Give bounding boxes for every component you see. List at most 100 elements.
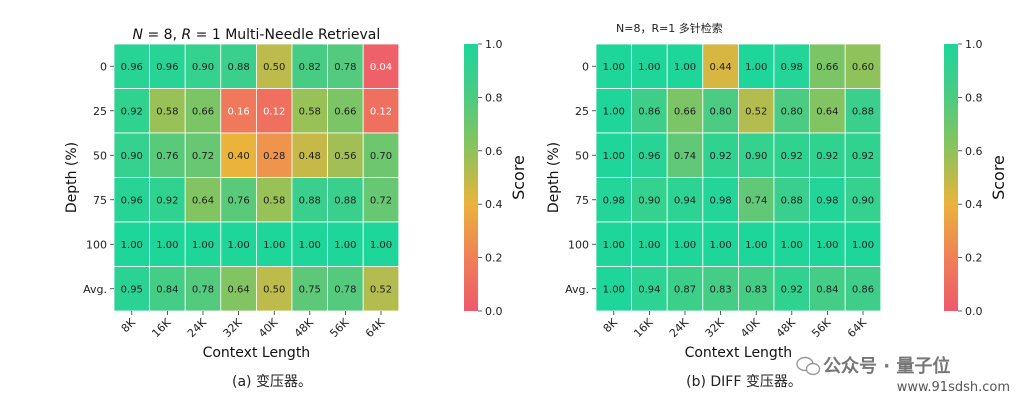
chart-title: N=8，R=1 多针检索: [616, 21, 723, 35]
cell-value-label: 0.16: [227, 106, 249, 117]
title-part: N: [133, 27, 144, 43]
cell-value-label: 0.12: [370, 106, 392, 117]
heatmap-cell: [809, 43, 846, 89]
cell-value-label: 0.95: [121, 284, 143, 295]
colorbar: [464, 44, 478, 311]
cell-value-label: 0.83: [745, 284, 767, 295]
cell-value-label: 0.74: [674, 151, 696, 162]
cell-value-label: 0.44: [709, 62, 731, 73]
cell-value-label: 0.98: [816, 195, 838, 206]
heatmap-cell: [738, 88, 775, 134]
cell-value-label: 0.66: [674, 106, 696, 117]
heatmap-cell: [184, 132, 222, 178]
cell-value-label: 0.72: [370, 195, 392, 206]
cell-value-label: 0.88: [227, 62, 249, 73]
colorbar-tick-label: 1.0: [485, 38, 503, 51]
x-tick-label: 64K: [363, 315, 388, 340]
cell-value-label: 0.66: [816, 62, 838, 73]
heatmap-cell: [844, 266, 882, 312]
heatmap-cell: [220, 221, 257, 267]
cell-value-label: 0.80: [781, 106, 803, 117]
cell-value-label: 0.92: [709, 151, 731, 162]
x-tick-label: 56K: [327, 315, 352, 340]
cell-value-label: 0.87: [674, 284, 696, 295]
cell-value-label: 1.00: [638, 240, 660, 251]
cell-value-label: 0.76: [156, 151, 178, 162]
wechat-icon: [796, 356, 821, 376]
y-tick-label: 100: [86, 238, 107, 251]
colorbar-tick-label: 0.8: [965, 91, 983, 104]
wechat-icon-bubble: [805, 362, 821, 376]
y-tick-label: 100: [568, 238, 589, 251]
heatmap-cell: [631, 177, 668, 223]
x-tick-label: 48K: [292, 315, 317, 340]
y-tick-label: 75: [575, 194, 589, 207]
colorbar-label: Score: [509, 155, 528, 200]
heatmap-cell: [773, 266, 810, 312]
cell-value-label: 0.88: [299, 195, 321, 206]
cell-value-label: 0.84: [816, 284, 838, 295]
y-tick-label: 0: [100, 60, 107, 73]
cell-value-label: 0.40: [227, 151, 249, 162]
watermark: 公众号 · 量子位 www.91sdsh.com: [796, 355, 1010, 395]
cell-value-label: 0.96: [156, 62, 178, 73]
heatmap-cell: [595, 43, 632, 89]
cell-value-label: 1.00: [603, 240, 625, 251]
cell-value-label: 0.50: [263, 62, 285, 73]
cell-value-label: 0.75: [299, 284, 321, 295]
y-axis-label: Depth (%): [64, 142, 80, 213]
heatmap-cell: [773, 88, 810, 134]
heatmap-cell: [631, 88, 668, 134]
cell-value-label: 0.90: [745, 151, 767, 162]
heatmap-cell: [149, 132, 186, 178]
x-tick-label: 40K: [738, 315, 763, 340]
heatmap-cell: [631, 43, 668, 89]
cell-value-label: 1.00: [674, 62, 696, 73]
cell-value-label: 0.94: [638, 284, 660, 295]
heatmap-cell: [220, 177, 257, 223]
title-part: = 1 Multi-Needle Retrieval: [191, 27, 380, 43]
heatmap-cell: [362, 132, 400, 178]
heatmap-panel-b: 1.00 1.00 1.00 0.44 1.00 0.98 0.66 0.601.00 0.86…: [546, 21, 1008, 390]
heatmap-cell: [255, 221, 293, 267]
heatmap-cell: [291, 132, 328, 178]
heatmap-cell: [255, 132, 293, 178]
heatmap-cell: [702, 43, 739, 89]
heatmap-cell: [327, 177, 364, 223]
cell-value-label: 0.96: [121, 62, 143, 73]
panel-caption: (b) DIFF 变压器。: [686, 374, 802, 390]
colorbar-tick-label: 0.8: [485, 91, 503, 104]
cell-value-label: 1.00: [121, 240, 143, 251]
cell-value-label: 0.80: [709, 106, 731, 117]
heatmap-cell: [291, 88, 328, 134]
heatmap-cell: [631, 266, 668, 312]
x-tick-label: 56K: [809, 315, 834, 340]
y-tick-label: 0: [582, 60, 589, 73]
cell-value-label: 0.92: [781, 284, 803, 295]
cell-value-label: 0.88: [781, 195, 803, 206]
cell-value-label: 1.00: [263, 240, 285, 251]
heatmap-cell: [255, 177, 293, 223]
x-tick-label: 40K: [256, 315, 281, 340]
heatmap-cell: [184, 177, 222, 223]
title-part: = 8,: [143, 27, 181, 43]
heatmap-cell: [595, 221, 632, 267]
y-tick-label: 50: [575, 149, 589, 162]
cell-value-label: 1.00: [227, 240, 249, 251]
colorbar-tick-label: 0.6: [965, 145, 983, 158]
panel-caption: (a) 变压器。: [232, 374, 312, 390]
heatmap-cell: [738, 266, 775, 312]
cell-value-label: 0.92: [781, 151, 803, 162]
heatmap-cell: [184, 266, 222, 312]
cell-value-label: 0.94: [674, 195, 696, 206]
cell-value-label: 0.64: [816, 106, 838, 117]
cell-value-label: 1.00: [156, 240, 178, 251]
x-tick-label: 64K: [845, 315, 870, 340]
cell-value-label: 0.88: [852, 106, 874, 117]
cell-value-label: 1.00: [603, 284, 625, 295]
cell-value-label: 0.92: [121, 106, 143, 117]
cell-value-label: 0.60: [852, 62, 874, 73]
heatmap-cell: [184, 43, 222, 89]
colorbar-tick-label: 0.0: [965, 305, 983, 318]
cell-value-label: 0.64: [192, 195, 214, 206]
